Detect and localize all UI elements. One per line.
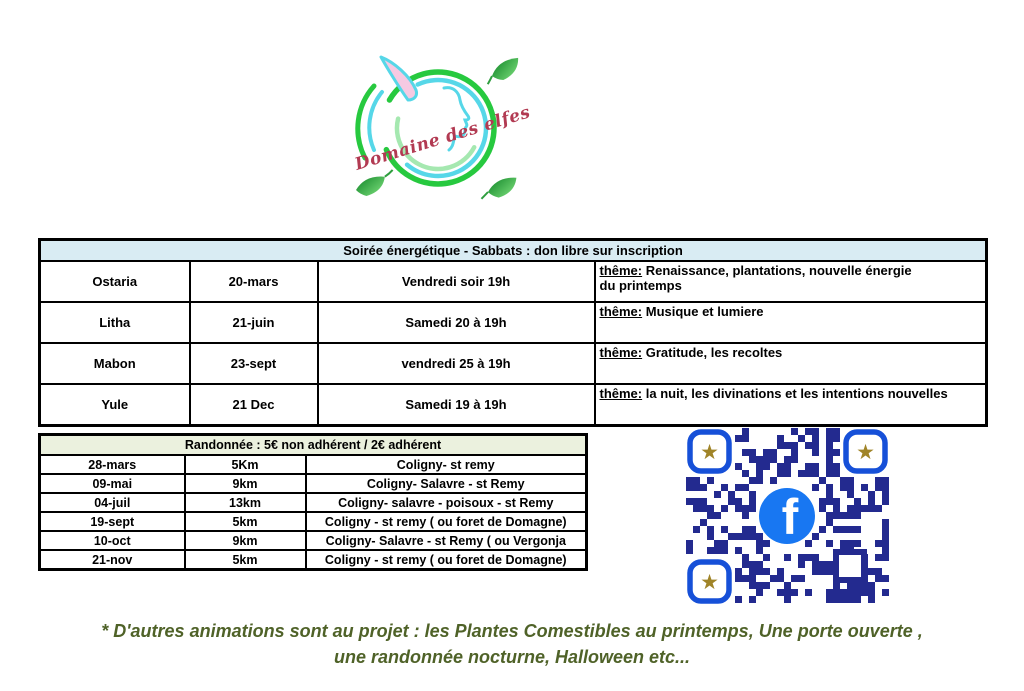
facebook-qr-code: ★ ★ ★ f <box>686 428 889 605</box>
hike-distance: 5km <box>183 511 307 532</box>
sabbat-name: Mabon <box>38 342 191 385</box>
hike-date: 04-juil <box>38 492 186 513</box>
elf-face-profile <box>442 86 471 152</box>
hike-date: 19-sept <box>38 511 186 532</box>
hike-table-title: Randonnée : 5€ non adhérent / 2€ adhéren… <box>38 433 588 456</box>
elf-ear <box>379 55 418 102</box>
sabbat-date: 21 Dec <box>188 383 319 427</box>
star-icon: ★ <box>856 441 875 464</box>
theme-label: thême: <box>599 263 643 278</box>
sabbats-table-title: Soirée énergétique - Sabbats : don libre… <box>38 238 988 262</box>
table-row: 21-nov 5km Coligny - st remy ( ou foret … <box>38 549 588 571</box>
sabbat-date: 23-sept <box>188 342 319 385</box>
sabbat-time: Vendredi soir 19h <box>316 260 596 303</box>
footnote-line-2: une randonnée nocturne, Halloween etc... <box>333 647 691 667</box>
qr-code-graphic: ★ ★ ★ f <box>686 428 889 604</box>
sabbats-table: Soirée énergétique - Sabbats : don libre… <box>38 238 989 427</box>
domaine-des-elfes-logo: Domaine des elfes <box>350 44 536 206</box>
sabbat-date: 21-juin <box>188 301 319 344</box>
sabbat-name: Ostaria <box>38 260 191 303</box>
hike-route: Coligny- Salavre - st Remy <box>304 473 588 494</box>
footnote-line-1: * D'autres animations sont au projet : l… <box>101 621 923 641</box>
sabbat-time: Samedi 19 à 19h <box>316 383 596 427</box>
hike-distance: 9km <box>183 530 307 551</box>
logo-hair-arc-green <box>355 83 377 161</box>
theme-label: thême: <box>599 386 643 401</box>
qr-alignment-pattern <box>833 549 867 583</box>
table-row: 28-mars 5Km Coligny- st remy <box>38 454 588 475</box>
leaf-icon <box>486 57 519 85</box>
qr-finder-bottom-left: ★ <box>687 559 732 604</box>
sabbat-date: 20-mars <box>188 260 319 303</box>
qr-modules <box>686 428 889 603</box>
qr-finder-top-left: ★ <box>687 429 732 474</box>
sabbats-table-header-row: Soirée énergétique - Sabbats : don libre… <box>38 238 988 262</box>
sabbat-theme: thême: Gratitude, les recoltes <box>593 342 988 385</box>
footnote: * D'autres animations sont au projet : l… <box>0 618 1024 670</box>
hike-route: Coligny - st remy ( ou foret de Domagne) <box>304 511 588 532</box>
logo-circle-green <box>379 69 497 187</box>
elf-head-logo-graphic: Domaine des elfes <box>352 55 533 200</box>
facebook-icon: f <box>759 488 815 545</box>
hike-date: 21-nov <box>38 549 186 571</box>
theme-label: thême: <box>599 345 643 360</box>
theme-text: Gratitude, les recoltes <box>642 345 783 360</box>
logo-text: Domaine des elfes <box>352 102 533 175</box>
logo-swirl-lightgreen <box>394 84 482 172</box>
table-row: Litha 21-juin Samedi 20 à 19h thême: Mus… <box>38 301 988 344</box>
hike-distance: 5Km <box>183 454 307 475</box>
logo-swirl-cyan <box>387 77 489 179</box>
table-row: 09-mai 9km Coligny- Salavre - st Remy <box>38 473 588 494</box>
table-row: Mabon 23-sept vendredi 25 à 19h thême: G… <box>38 342 988 385</box>
sabbat-theme: thême: la nuit, les divinations et les i… <box>593 383 988 427</box>
star-icon: ★ <box>700 441 719 464</box>
sabbat-theme: thême: Renaissance, plantations, nouvell… <box>593 260 988 303</box>
hike-route: Coligny- salavre - poisoux - st Remy <box>304 492 588 513</box>
hike-date: 28-mars <box>38 454 186 475</box>
hike-date: 09-mai <box>38 473 186 494</box>
sabbats-table-container: Soirée énergétique - Sabbats : don libre… <box>38 238 989 427</box>
table-row: Yule 21 Dec Samedi 19 à 19h thême: la nu… <box>38 383 988 427</box>
facebook-f-glyph: f <box>782 489 799 545</box>
sabbat-theme: thême: Musique et lumiere <box>593 301 988 344</box>
hike-route: Coligny- st remy <box>304 454 588 475</box>
hike-table: Randonnée : 5€ non adhérent / 2€ adhéren… <box>38 433 588 571</box>
hike-route: Coligny- Salavre - st Remy ( ou Vergonja <box>304 530 588 551</box>
star-icon: ★ <box>700 571 719 594</box>
hike-distance: 5km <box>183 549 307 571</box>
theme-text: la nuit, les divinations et les intentio… <box>642 386 948 401</box>
table-row: 10-oct 9km Coligny- Salavre - st Remy ( … <box>38 530 588 551</box>
theme-label: thême: <box>599 304 643 319</box>
qr-finder-top-right: ★ <box>843 429 888 474</box>
hike-route: Coligny - st remy ( ou foret de Domagne) <box>304 549 588 571</box>
leaf-icon <box>480 177 517 200</box>
logo-hair-arc-cyan <box>367 90 384 152</box>
sabbat-name: Litha <box>38 301 191 344</box>
table-row: Ostaria 20-mars Vendredi soir 19h thême:… <box>38 260 988 303</box>
hike-table-header-row: Randonnée : 5€ non adhérent / 2€ adhéren… <box>38 433 588 456</box>
theme-text: Renaissance, plantations, nouvelle énerg… <box>599 263 912 293</box>
hike-date: 10-oct <box>38 530 186 551</box>
sabbat-time: vendredi 25 à 19h <box>316 342 596 385</box>
sabbat-name: Yule <box>38 383 191 427</box>
sabbat-time: Samedi 20 à 19h <box>316 301 596 344</box>
leaf-icon <box>356 169 394 196</box>
hike-table-container: Randonnée : 5€ non adhérent / 2€ adhéren… <box>38 433 588 571</box>
hike-distance: 13km <box>183 492 307 513</box>
table-row: 19-sept 5km Coligny - st remy ( ou foret… <box>38 511 588 532</box>
theme-text: Musique et lumiere <box>642 304 764 319</box>
table-row: 04-juil 13km Coligny- salavre - poisoux … <box>38 492 588 513</box>
hike-distance: 9km <box>183 473 307 494</box>
